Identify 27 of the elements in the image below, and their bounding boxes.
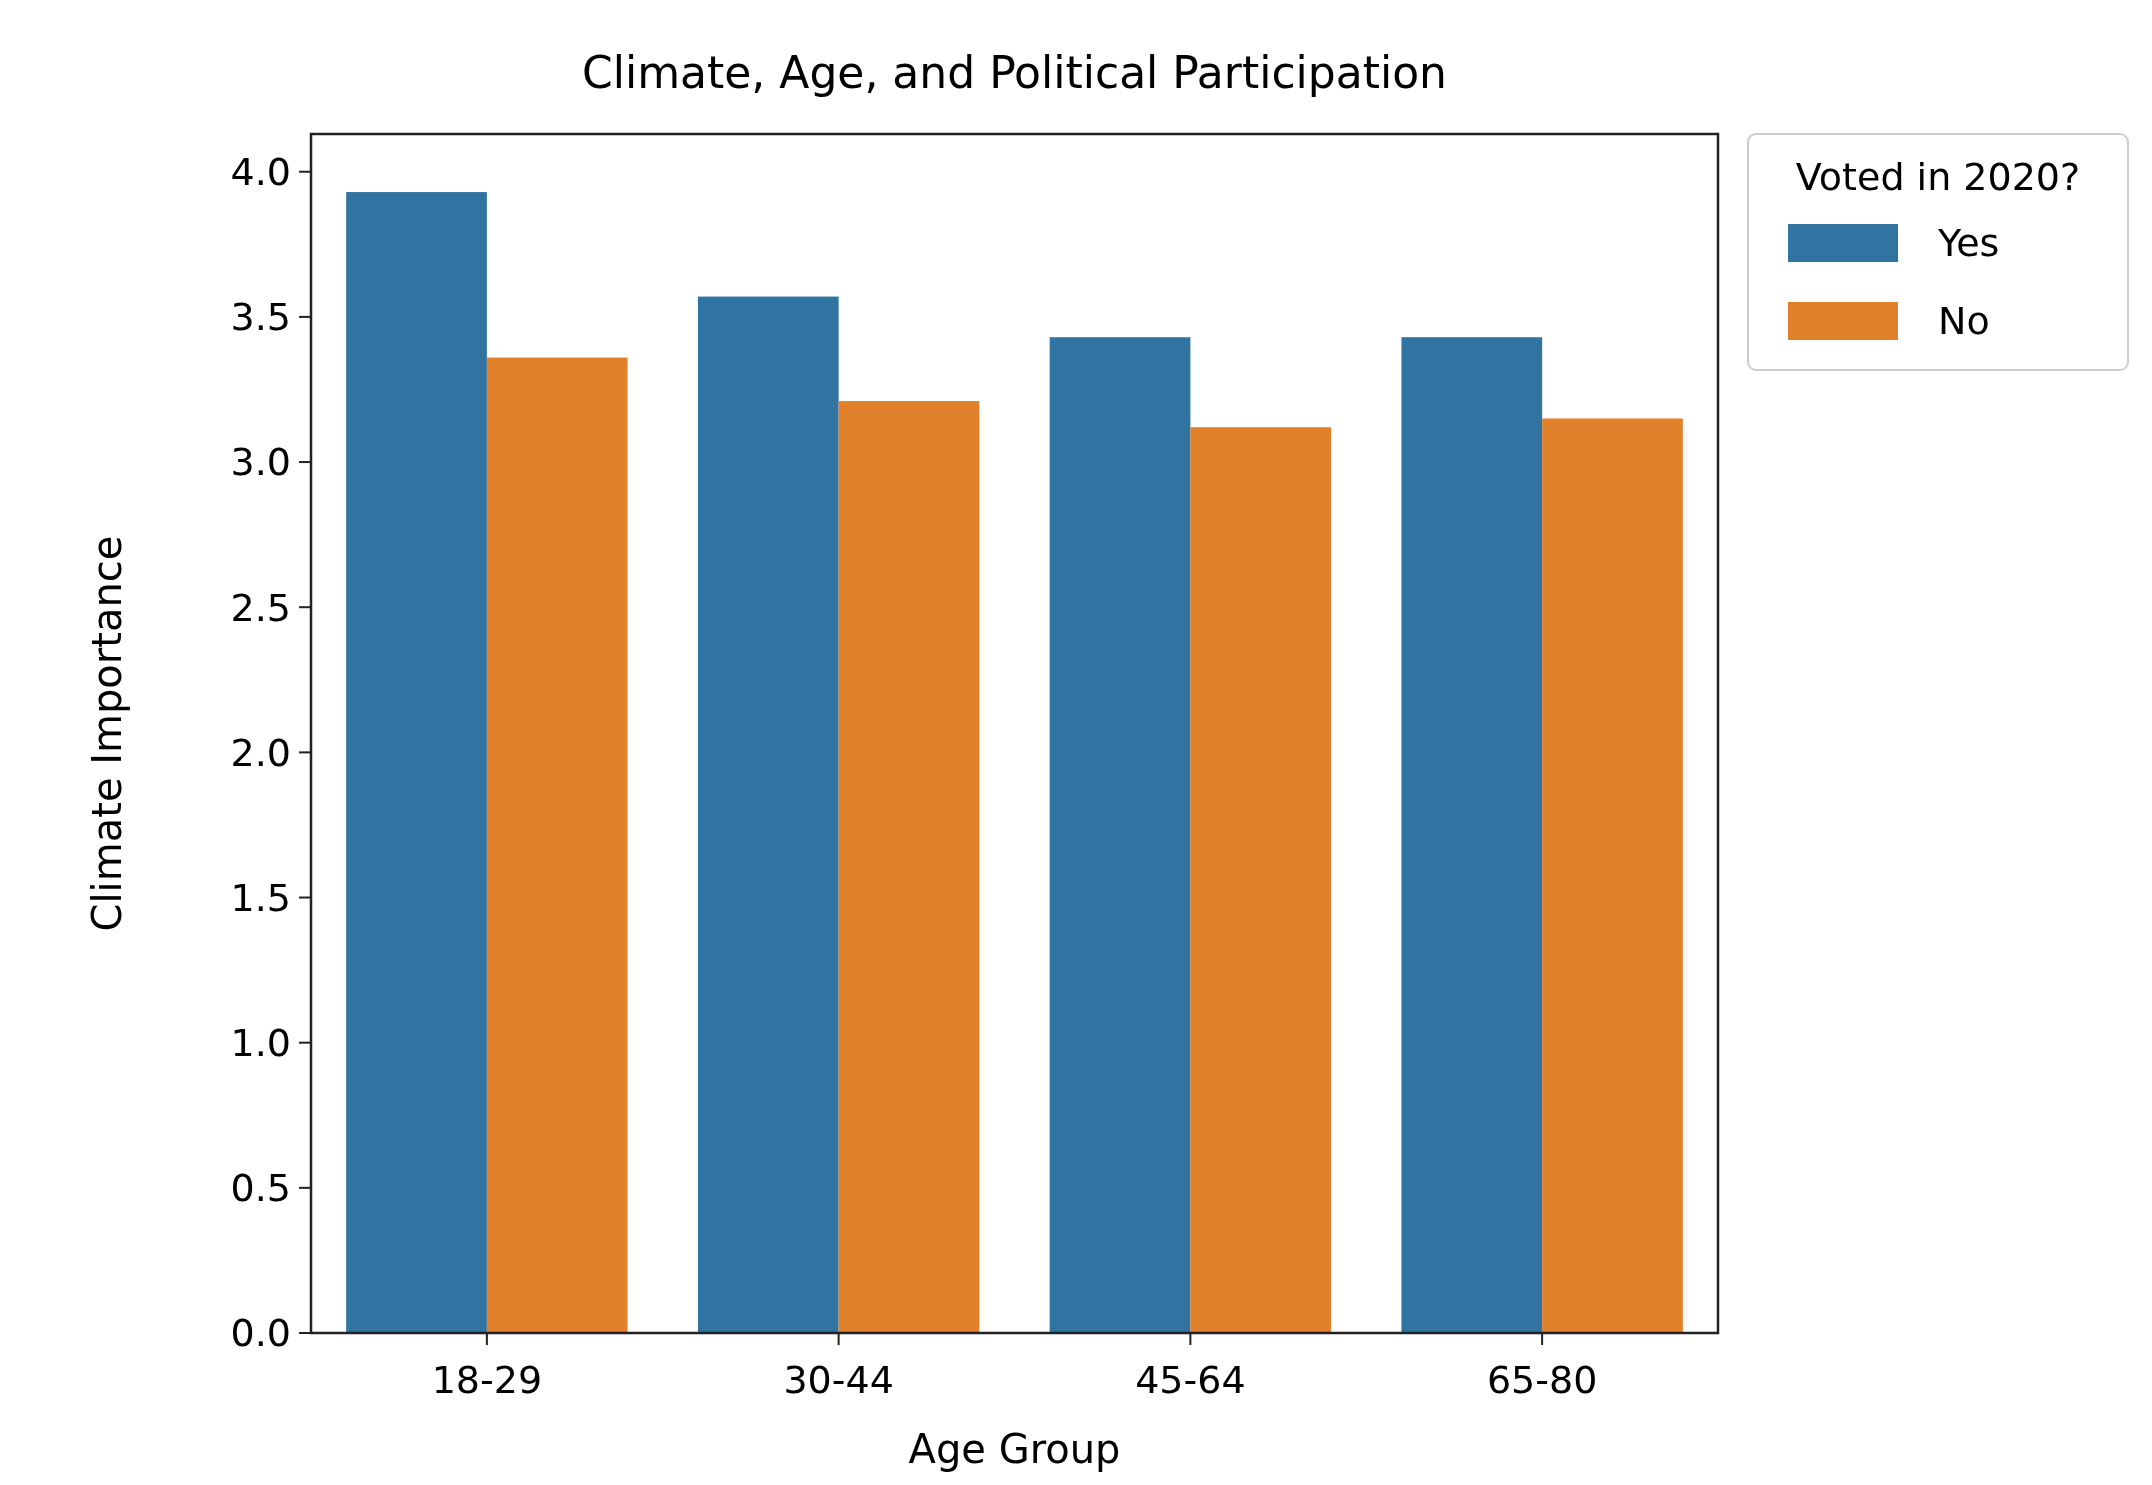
legend-label: Yes xyxy=(1937,221,2000,265)
x-tick-label: 18-29 xyxy=(431,1358,543,1402)
bar xyxy=(1049,337,1191,1333)
bar xyxy=(838,401,980,1333)
bar xyxy=(1190,427,1332,1333)
x-tick-label: 45-64 xyxy=(1135,1358,1246,1402)
legend-label: No xyxy=(1938,299,1990,343)
y-tick-label: 1.5 xyxy=(230,875,291,920)
x-tick-label: 65-80 xyxy=(1486,1358,1598,1402)
bar xyxy=(697,296,839,1333)
bar xyxy=(346,192,487,1333)
bar xyxy=(1542,418,1683,1333)
y-tick-label: 4.0 xyxy=(230,150,291,195)
x-tick-label: 30-44 xyxy=(783,1358,894,1402)
y-tick-label: 3.5 xyxy=(230,295,291,340)
y-tick-label: 2.5 xyxy=(230,585,291,630)
y-tick-label: 2.0 xyxy=(230,730,291,775)
y-tick-label: 3.0 xyxy=(230,440,291,485)
legend-title: Voted in 2020? xyxy=(1795,155,2081,199)
y-axis-title: Climate Importance xyxy=(84,535,130,932)
y-tick-label: 1.0 xyxy=(230,1020,291,1065)
bar xyxy=(486,357,628,1333)
x-axis-title: Age Group xyxy=(908,1426,1121,1472)
chart-title: Climate, Age, and Political Participation xyxy=(582,47,1447,98)
bar xyxy=(1401,337,1543,1333)
y-tick-label: 0.5 xyxy=(230,1166,291,1211)
y-tick-label: 0.0 xyxy=(230,1311,291,1356)
